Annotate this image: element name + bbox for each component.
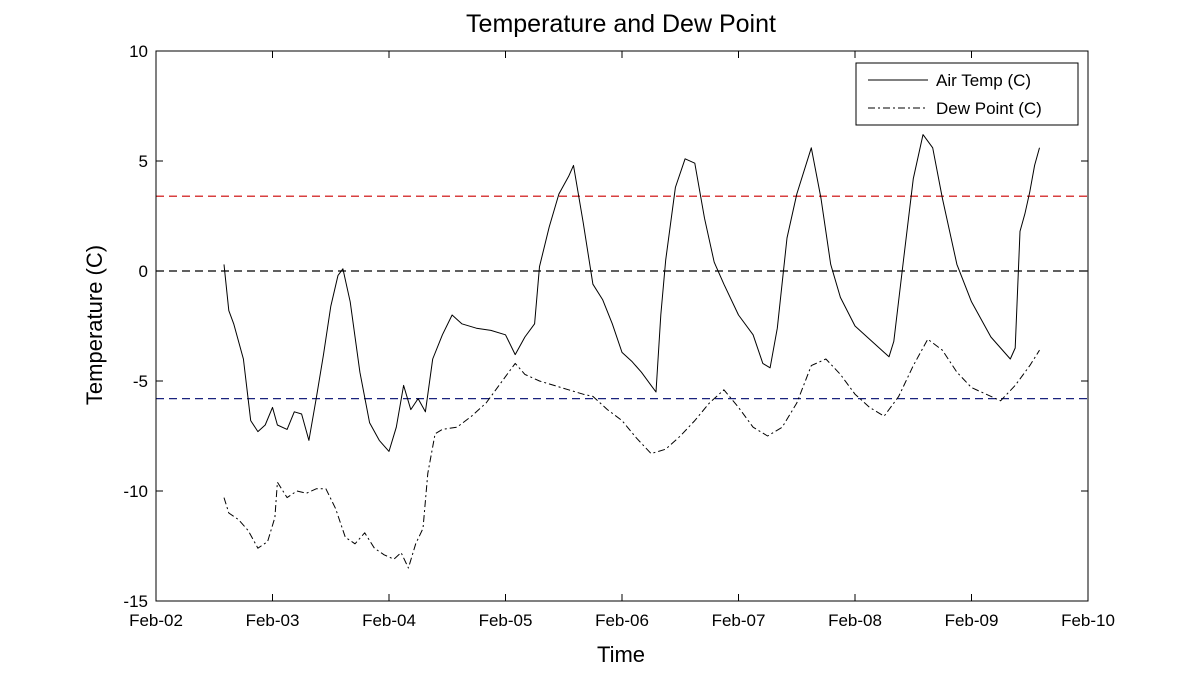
legend-label: Dew Point (C) xyxy=(936,99,1042,118)
legend-box xyxy=(855,62,1079,126)
x-tick-label: Feb-09 xyxy=(945,611,999,630)
x-tick-label: Feb-04 xyxy=(362,611,416,630)
legend: Air Temp (C) Dew Point (C) xyxy=(855,62,1079,126)
y-tick-label: -5 xyxy=(133,372,148,391)
y-tick-label: 0 xyxy=(139,262,148,281)
y-tick-label: -10 xyxy=(123,482,148,501)
x-tick-label: Feb-10 xyxy=(1061,611,1115,630)
x-tick-label: Feb-05 xyxy=(479,611,533,630)
y-tick-label: 5 xyxy=(139,152,148,171)
x-tick-label: Feb-03 xyxy=(246,611,300,630)
x-tick-label: Feb-06 xyxy=(595,611,649,630)
plot-frame xyxy=(155,50,1089,602)
series-layer xyxy=(223,134,1040,569)
x-tick-label: Feb-08 xyxy=(828,611,882,630)
series-line-dew-point xyxy=(223,338,1040,569)
y-tick-label: 10 xyxy=(129,42,148,61)
ticks-layer: Feb-02 Feb-03 Feb-04 Feb-05 Feb-06 Feb-07 Feb-… xyxy=(123,42,1115,630)
legend-label: Air Temp (C) xyxy=(936,71,1031,90)
x-tick-label: Feb-02 xyxy=(129,611,183,630)
chart-title: Temperature and Dew Point xyxy=(466,10,776,38)
y-axis-title: Temperature (C) xyxy=(82,245,107,405)
x-tick-label: Feb-07 xyxy=(712,611,766,630)
series-line-air-temp xyxy=(223,134,1040,452)
y-tick-label: -15 xyxy=(123,592,148,611)
x-axis-title: Time xyxy=(597,642,645,667)
